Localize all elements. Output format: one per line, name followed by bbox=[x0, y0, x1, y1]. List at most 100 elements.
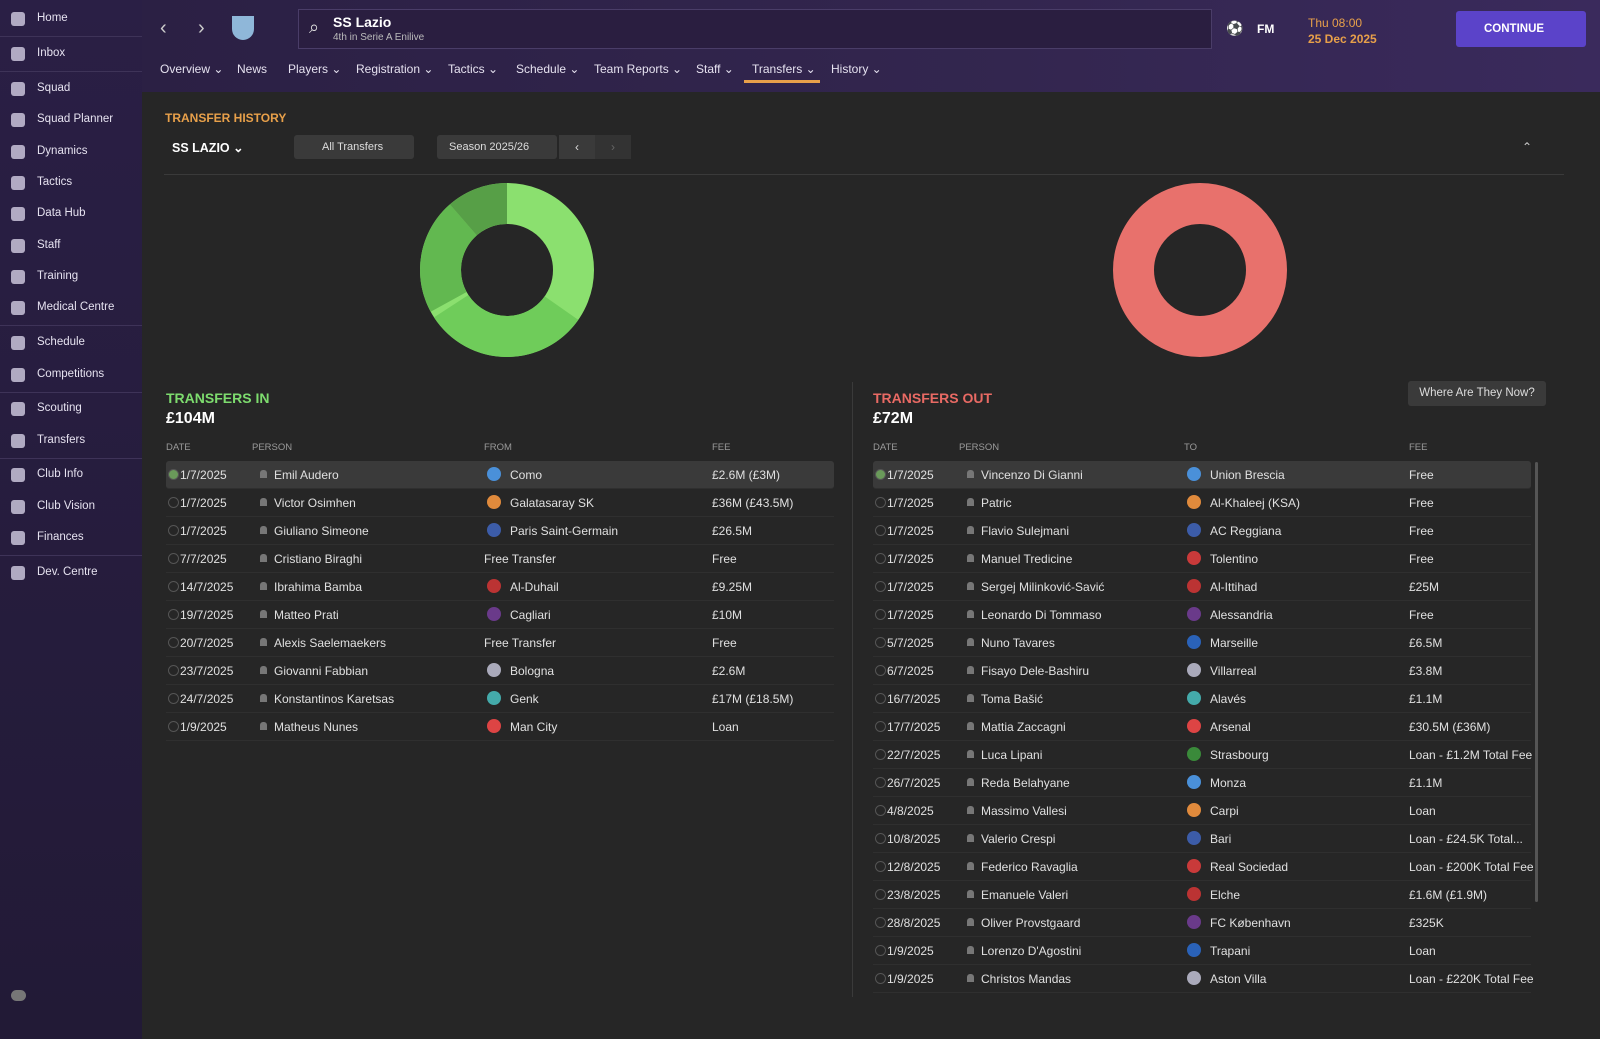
table-row[interactable]: 19/7/2025 Matteo Prati Cagliari £10M bbox=[166, 601, 834, 629]
column-header[interactable]: PERSON bbox=[959, 442, 1000, 453]
sidebar-item[interactable]: Schedule bbox=[0, 331, 142, 355]
person-icon bbox=[967, 722, 974, 730]
nav-tab[interactable]: Tactics ⌄ bbox=[448, 62, 499, 76]
table-row[interactable]: 16/7/2025 Toma Bašić Alavés £1.1M bbox=[873, 685, 1531, 713]
table-row[interactable]: 4/8/2025 Massimo Vallesi Carpi Loan bbox=[873, 797, 1531, 825]
continue-button[interactable]: CONTINUE bbox=[1456, 11, 1586, 47]
table-row[interactable]: 1/9/2025 Christos Mandas Aston Villa Loan -… bbox=[873, 965, 1534, 993]
nav-tab[interactable]: Overview ⌄ bbox=[160, 62, 224, 76]
status-icon bbox=[168, 637, 179, 648]
table-row[interactable]: 1/7/2025 Victor Osimhen Galatasaray SK £36M… bbox=[166, 489, 834, 517]
sidebar-item[interactable]: Squad Planner bbox=[0, 108, 142, 132]
nav-tab[interactable]: Staff ⌄ bbox=[696, 62, 734, 76]
table-row[interactable]: 26/7/2025 Reda Belahyane Monza £1.1M bbox=[873, 769, 1531, 797]
table-row[interactable]: 17/7/2025 Mattia Zaccagni Arsenal £30.5M (£… bbox=[873, 713, 1531, 741]
sidebar-item[interactable]: Competitions bbox=[0, 363, 142, 387]
table-row[interactable]: 1/7/2025 Manuel Tredicine Tolentino Free bbox=[873, 545, 1531, 573]
cell: Fisayo Dele-Bashiru bbox=[981, 664, 1090, 678]
nav-tab[interactable]: Registration ⌄ bbox=[356, 62, 434, 76]
sidebar-icon bbox=[11, 368, 25, 382]
column-header[interactable]: DATE bbox=[166, 442, 191, 453]
sidebar-item[interactable]: Squad bbox=[0, 77, 142, 101]
table-row[interactable]: 28/8/2025 Oliver Provstgaard FC København £… bbox=[873, 909, 1531, 937]
sidebar-icon bbox=[11, 47, 25, 61]
table-row[interactable]: 7/7/2025 Cristiano Biraghi Free Transfer Fr… bbox=[166, 545, 834, 573]
nav-tab[interactable]: Team Reports ⌄ bbox=[594, 62, 683, 76]
status-icon bbox=[875, 637, 886, 648]
sidebar-item[interactable]: Scouting bbox=[0, 397, 142, 421]
sidebar-item[interactable]: Dynamics bbox=[0, 140, 142, 164]
forward-button[interactable]: › bbox=[198, 17, 205, 39]
column-header[interactable]: PERSON bbox=[252, 442, 293, 453]
cell: 12/8/2025 bbox=[887, 860, 941, 874]
cell: Carpi bbox=[1210, 804, 1239, 818]
table-row[interactable]: 12/8/2025 Federico Ravaglia Real Sociedad L… bbox=[873, 853, 1534, 881]
sidebar-item[interactable]: Club Info bbox=[0, 463, 142, 487]
sidebar-item[interactable]: Medical Centre bbox=[0, 296, 142, 320]
sidebar-icon bbox=[11, 12, 25, 26]
cell: 1/7/2025 bbox=[887, 580, 934, 594]
sidebar-item[interactable]: Inbox bbox=[0, 42, 142, 66]
sidebar: Home Inbox Squad Squad Planner Dynamics Tacti… bbox=[0, 0, 142, 1039]
sidebar-item[interactable]: Dev. Centre bbox=[0, 561, 142, 585]
sidebar-item[interactable]: Tactics bbox=[0, 171, 142, 195]
table-row[interactable]: 1/7/2025 Vincenzo Di Gianni Union Brescia F… bbox=[873, 461, 1531, 489]
prev-season[interactable]: ‹ bbox=[559, 135, 595, 159]
season-dropdown[interactable]: Season 2025/26 bbox=[437, 135, 557, 159]
sidebar-item[interactable]: Training bbox=[0, 265, 142, 289]
status-icon bbox=[875, 861, 886, 872]
table-row[interactable]: 1/7/2025 Giuliano Simeone Paris Saint-Germ… bbox=[166, 517, 834, 545]
next-season[interactable]: › bbox=[595, 135, 631, 159]
cell: Free Transfer bbox=[484, 636, 557, 650]
table-row[interactable]: 1/9/2025 Matheus Nunes Man City Loan bbox=[166, 713, 834, 741]
sidebar-item[interactable]: Finances bbox=[0, 526, 142, 550]
nav-tab[interactable]: News bbox=[237, 62, 267, 76]
cell: Leonardo Di Tommaso bbox=[981, 608, 1102, 622]
cell: Free bbox=[712, 552, 737, 566]
table-row[interactable]: 6/7/2025 Fisayo Dele-Bashiru Villarreal £3.… bbox=[873, 657, 1531, 685]
collapse-button[interactable]: ⌃ bbox=[1522, 140, 1533, 154]
table-row[interactable]: 22/7/2025 Luca Lipani Strasbourg Loan - £1.… bbox=[873, 741, 1532, 769]
table-row[interactable]: 1/9/2025 Lorenzo D'Agostini Trapani Loan bbox=[873, 937, 1531, 965]
fm-logo[interactable]: FM bbox=[1257, 22, 1275, 36]
divider bbox=[164, 174, 1564, 175]
table-row[interactable]: 14/7/2025 Ibrahima Bamba Al-Duhail £9.25M bbox=[166, 573, 834, 601]
column-header[interactable]: FEE bbox=[712, 442, 731, 453]
sidebar-item[interactable]: Home bbox=[0, 7, 142, 31]
table-row[interactable]: 10/8/2025 Valerio Crespi Bari Loan - £24.5K… bbox=[873, 825, 1531, 853]
cell: Victor Osimhen bbox=[274, 496, 356, 510]
search-box[interactable] bbox=[298, 9, 1212, 49]
sidebar-item[interactable]: Staff bbox=[0, 234, 142, 258]
column-header[interactable]: DATE bbox=[873, 442, 898, 453]
back-button[interactable]: ‹ bbox=[160, 17, 167, 39]
column-header[interactable]: FEE bbox=[1409, 442, 1428, 453]
table-row[interactable]: 1/7/2025 Leonardo Di Tommaso Alessandria Fr… bbox=[873, 601, 1531, 629]
person-icon bbox=[967, 834, 974, 842]
cell: £325K bbox=[1409, 916, 1444, 930]
table-row[interactable]: 20/7/2025 Alexis Saelemaekers Free Transfe… bbox=[166, 629, 834, 657]
sidebar-item[interactable]: Club Vision bbox=[0, 495, 142, 519]
sidebar-item[interactable]: Data Hub bbox=[0, 202, 142, 226]
table-row[interactable]: 1/7/2025 Flavio Sulejmani AC Reggiana Free bbox=[873, 517, 1531, 545]
table-row[interactable]: 23/7/2025 Giovanni Fabbian Bologna £2.6M bbox=[166, 657, 834, 685]
table-row[interactable]: 5/7/2025 Nuno Tavares Marseille £6.5M bbox=[873, 629, 1531, 657]
table-row[interactable]: 1/7/2025 Emil Audero Como £2.6M (£3M) bbox=[166, 461, 834, 489]
club-selector[interactable]: SS LAZIO ⌄ bbox=[172, 141, 244, 155]
where-are-they-now-button[interactable]: Where Are They Now? bbox=[1408, 381, 1546, 406]
ball-icon[interactable]: ⚽ bbox=[1226, 20, 1244, 36]
table-row[interactable]: 1/7/2025 Sergej Milinković-Savić Al-Ittiha… bbox=[873, 573, 1531, 601]
nav-tab[interactable]: Players ⌄ bbox=[288, 62, 342, 76]
column-header[interactable]: FROM bbox=[484, 442, 512, 453]
chat-icon[interactable] bbox=[11, 990, 26, 1001]
table-row[interactable]: 24/7/2025 Konstantinos Karetsas Genk £17M (… bbox=[166, 685, 834, 713]
table-row[interactable]: 23/8/2025 Emanuele Valeri Elche £1.6M (£1.9… bbox=[873, 881, 1531, 909]
nav-tab[interactable]: Transfers ⌄ bbox=[752, 62, 816, 76]
nav-tab[interactable]: History ⌄ bbox=[831, 62, 882, 76]
filter-dropdown[interactable]: All Transfers bbox=[294, 135, 414, 159]
nav-tab[interactable]: Schedule ⌄ bbox=[516, 62, 580, 76]
sidebar-item[interactable]: Transfers bbox=[0, 429, 142, 453]
table-row[interactable]: 1/7/2025 Patric Al-Khaleej (KSA) Free bbox=[873, 489, 1531, 517]
cell: 26/7/2025 bbox=[887, 776, 941, 790]
column-header[interactable]: TO bbox=[1184, 442, 1198, 453]
cell: Bologna bbox=[510, 664, 555, 678]
